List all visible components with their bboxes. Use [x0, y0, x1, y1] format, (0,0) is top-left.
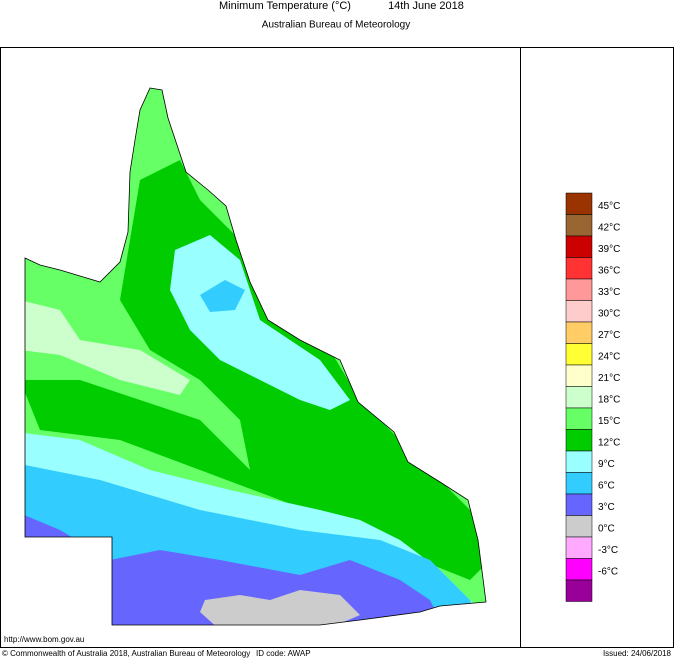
legend-swatch	[565, 493, 593, 516]
legend-label: 33°C	[598, 287, 620, 298]
legend-label: 3°C	[598, 502, 615, 513]
legend-swatch	[565, 278, 593, 301]
legend-label: 18°C	[598, 395, 620, 406]
legend-label: 27°C	[598, 330, 620, 341]
legend-swatch	[565, 300, 593, 323]
legend-swatch	[565, 450, 593, 473]
legend-label: 0°C	[598, 524, 615, 535]
legend-swatch	[565, 386, 593, 409]
legend: 45°C 42°C 39°C 36°C 33°C 30°C 27°C 24°C 21°C 18°C…	[565, 192, 620, 602]
legend-label: 39°C	[598, 244, 620, 255]
footer-copyright: © Commonwealth of Australia 2018, Austra…	[2, 649, 250, 658]
temperature-map	[25, 88, 486, 625]
map-title: Minimum Temperature (°C)	[219, 0, 351, 12]
map-date: 14th June 2018	[388, 0, 464, 12]
state-outline	[24, 87, 487, 626]
legend-swatch	[565, 515, 593, 538]
legend-label: 30°C	[598, 309, 620, 320]
legend-label: 6°C	[598, 481, 615, 492]
legend-swatch	[565, 235, 593, 258]
legend-swatch	[565, 472, 593, 495]
legend-swatch	[565, 429, 593, 452]
legend-label: 45°C	[598, 201, 620, 212]
legend-label: 24°C	[598, 352, 620, 363]
legend-label: -6°C	[598, 567, 618, 578]
footer-url: http://www.bom.gov.au	[4, 635, 84, 644]
legend-swatch	[565, 536, 593, 559]
legend-label: 12°C	[598, 438, 620, 449]
footer-issued: Issued: 24/06/2018	[603, 649, 672, 658]
legend-swatch	[565, 558, 593, 581]
legend-label: 9°C	[598, 459, 615, 470]
legend-swatch	[565, 321, 593, 344]
legend-swatch	[565, 364, 593, 387]
legend-swatch	[565, 192, 593, 215]
legend-swatch	[565, 579, 593, 602]
legend-label: 42°C	[598, 223, 620, 234]
legend-swatch	[565, 257, 593, 280]
legend-label: 15°C	[598, 416, 620, 427]
legend-swatch	[565, 407, 593, 430]
legend-swatch	[565, 214, 593, 237]
footer-id-code: ID code: AWAP	[256, 649, 311, 658]
legend-label: -3°C	[598, 545, 618, 556]
legend-label: 36°C	[598, 266, 620, 277]
legend-swatch	[565, 343, 593, 366]
legend-label: 21°C	[598, 373, 620, 384]
map-subtitle: Australian Bureau of Meteorology	[262, 20, 410, 31]
